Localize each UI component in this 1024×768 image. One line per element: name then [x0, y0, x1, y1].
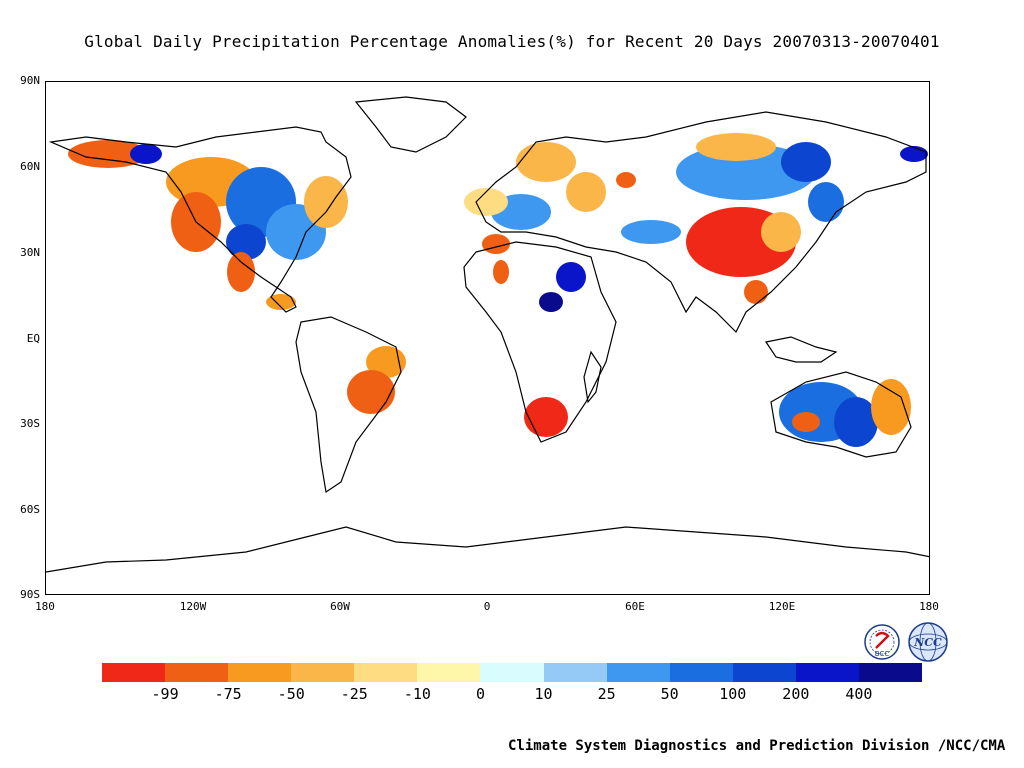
lon-label-120w: 120W — [179, 600, 207, 613]
colorbar-label-1: -75 — [214, 685, 242, 703]
lon-label-180e: 180 — [919, 600, 939, 613]
bcc-logo: BCC — [864, 624, 900, 660]
patch-alaska — [68, 140, 148, 168]
patch-scandinavia — [516, 142, 576, 182]
colorbar-swatch-11 — [795, 663, 859, 682]
patch-alaska-wet — [130, 144, 162, 164]
south-america-outline — [295, 316, 402, 494]
patch-plains — [226, 224, 266, 260]
colorbar-swatch-6 — [480, 663, 544, 682]
indonesia-outline — [765, 336, 838, 363]
patch-mexico — [227, 252, 255, 292]
logos: BCC NCC — [862, 622, 954, 662]
patch-sahara — [493, 260, 509, 284]
patch-n-siberia — [696, 133, 776, 161]
colorbar-swatch-7 — [543, 663, 607, 682]
colorbar — [102, 663, 923, 682]
map-canvas — [46, 96, 929, 573]
bcc-logo-text: BCC — [875, 650, 890, 658]
lon-label-120e: 120E — [768, 600, 796, 613]
colorbar-label-11: 400 — [845, 685, 873, 703]
north-america-outline — [48, 126, 352, 313]
lat-label-30n: 30N — [20, 246, 40, 259]
patch-ne-us — [304, 176, 348, 228]
lon-label-0: 0 — [483, 600, 491, 613]
colorbar-swatch-2 — [228, 663, 292, 682]
madagascar-outline — [583, 350, 602, 404]
lat-label-90s: 90S — [20, 588, 40, 601]
colorbar-label-2: -50 — [277, 685, 305, 703]
patch-sudan — [539, 292, 563, 312]
patch-central-asia — [621, 220, 681, 244]
coastlines — [46, 96, 929, 573]
colorbar-label-10: 200 — [782, 685, 810, 703]
patch-australia-central — [834, 397, 878, 447]
colorbar-label-8: 50 — [660, 685, 679, 703]
colorbar-swatch-4 — [354, 663, 418, 682]
colorbar-label-0: -99 — [151, 685, 179, 703]
patch-indochina — [744, 280, 768, 304]
patch-manchuria — [808, 182, 844, 222]
lat-label-60n: 60N — [20, 160, 40, 173]
australia-outline — [770, 371, 912, 458]
colorbar-swatch-12 — [858, 663, 923, 682]
colorbar-swatch-9 — [669, 663, 733, 682]
colorbar-label-4: -10 — [403, 685, 431, 703]
ncc-logo: NCC — [908, 622, 948, 662]
lon-label-60w: 60W — [330, 600, 350, 613]
greenland-outline — [354, 96, 467, 153]
map-title: Global Daily Precipitation Percentage An… — [84, 32, 940, 51]
colorbar-label-6: 10 — [534, 685, 553, 703]
patch-e-siberia — [781, 142, 831, 182]
patch-australia-sw — [792, 412, 820, 432]
lon-label-60e: 60E — [625, 600, 645, 613]
lat-label-90n: 90N — [20, 74, 40, 87]
patch-brazil-ne — [366, 346, 406, 378]
colorbar-label-7: 25 — [597, 685, 616, 703]
patch-siberia — [676, 144, 816, 200]
precipitation-map — [45, 81, 930, 595]
eurasia-outline — [475, 111, 927, 334]
antarctica-outline — [46, 526, 929, 573]
colorbar-swatch-10 — [732, 663, 796, 682]
patch-east-china — [761, 212, 801, 252]
credit-line: Climate System Diagnostics and Predictio… — [508, 738, 1006, 754]
patch-central-america — [266, 294, 296, 310]
lat-label-60s: 60S — [20, 503, 40, 516]
lon-label-180w: 180 — [35, 600, 55, 613]
patch-southern-africa — [524, 397, 568, 437]
colorbar-label-3: -25 — [340, 685, 368, 703]
colorbar-swatch-5 — [417, 663, 481, 682]
patch-chukotka — [900, 146, 928, 162]
colorbar-swatch-1 — [165, 663, 229, 682]
patch-brazil-se — [347, 370, 395, 414]
patch-egypt — [556, 262, 586, 292]
patch-w-europe — [464, 188, 508, 216]
colorbar-swatch-0 — [102, 663, 166, 682]
lat-label-30s: 30S — [20, 417, 40, 430]
africa-outline — [463, 241, 617, 443]
colorbar-swatch-8 — [606, 663, 670, 682]
patch-russia-spot — [616, 172, 636, 188]
lat-label-eq: EQ — [26, 332, 40, 345]
colorbar-swatch-3 — [291, 663, 355, 682]
ncc-logo-text: NCC — [913, 636, 942, 649]
bcc-ncc-logos: BCC NCC — [864, 622, 948, 662]
patch-e-europe — [566, 172, 606, 212]
patch-australia-east — [871, 379, 911, 435]
colorbar-label-9: 100 — [719, 685, 747, 703]
colorbar-label-5: 0 — [475, 685, 485, 703]
